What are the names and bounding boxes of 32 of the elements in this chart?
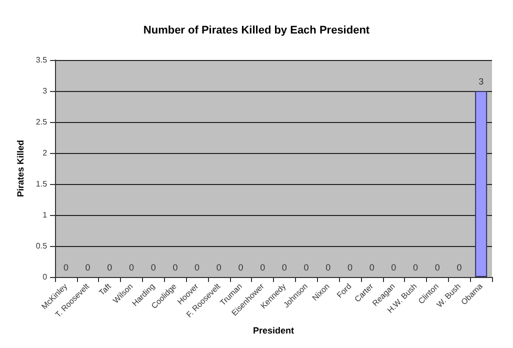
data-label: 0 — [282, 262, 287, 273]
x-tick-label: Taft — [97, 281, 114, 298]
x-axis-title: President — [253, 326, 294, 336]
data-label: 0 — [369, 262, 374, 273]
data-label: 0 — [128, 262, 134, 273]
data-label: 0 — [107, 262, 112, 273]
data-label: 0 — [413, 262, 418, 273]
data-label: 0 — [456, 262, 462, 273]
data-label: 0 — [172, 262, 178, 273]
data-label: 0 — [238, 262, 244, 273]
y-tick-label: 1 — [42, 210, 48, 220]
y-tick-label: 0.5 — [36, 242, 48, 251]
data-label: 0 — [434, 262, 440, 273]
data-label: 0 — [260, 262, 266, 273]
data-label: 0 — [391, 262, 396, 273]
data-label: 0 — [347, 262, 352, 273]
data-label: 0 — [85, 262, 90, 273]
data-label: 0 — [63, 262, 68, 273]
data-label: 0 — [304, 262, 309, 273]
data-label: 0 — [326, 262, 331, 273]
y-tick-label: 0 — [42, 272, 48, 282]
y-tick-label: 2 — [42, 148, 48, 158]
chart-title: Number of Pirates Killed by Each President — [143, 24, 370, 36]
y-tick-label: 1.5 — [36, 180, 48, 189]
data-label: 0 — [216, 262, 222, 273]
y-tick-label: 2.5 — [36, 118, 48, 127]
y-tick-label: 3.5 — [36, 56, 48, 64]
y-tick-label: 3 — [42, 86, 48, 96]
data-label: 0 — [150, 262, 156, 273]
y-axis-title: Pirates Killed — [16, 140, 26, 198]
data-label: 3 — [478, 76, 484, 87]
data-label: 0 — [194, 262, 200, 273]
